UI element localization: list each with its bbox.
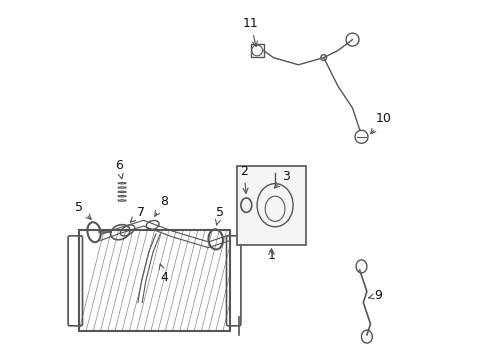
Text: 8: 8	[155, 195, 167, 216]
Text: 5: 5	[75, 201, 91, 219]
Bar	[79, 230, 230, 331]
Bar	[250, 44, 263, 57]
Text: 6: 6	[115, 159, 123, 179]
Text: 11: 11	[242, 17, 258, 46]
Bar	[237, 166, 305, 245]
Text: 4: 4	[159, 264, 167, 284]
Text: 1: 1	[267, 249, 275, 262]
Text: 10: 10	[370, 112, 391, 134]
Text: 3: 3	[274, 170, 289, 188]
Text: 9: 9	[368, 289, 381, 302]
Text: 2: 2	[240, 165, 247, 193]
Text: 7: 7	[130, 206, 144, 222]
Text: 5: 5	[215, 206, 223, 225]
